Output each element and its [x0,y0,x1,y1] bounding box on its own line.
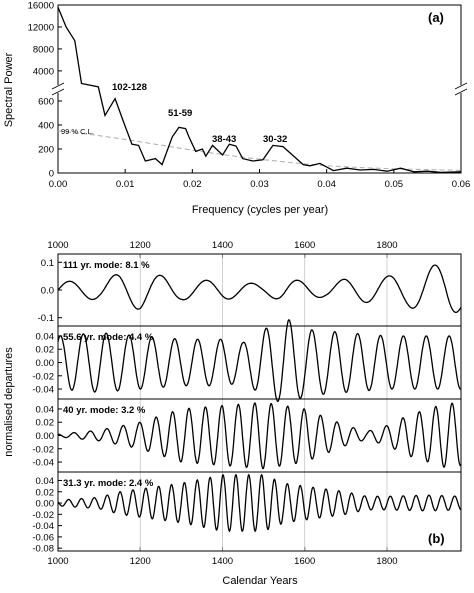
spectral-power-line [57,6,462,174]
mode-111-line [57,264,462,313]
y-tick-label: 0.02 [36,487,55,498]
y-tick-label: -0.02 [32,371,54,382]
x-tick-label: 0.05 [385,179,404,190]
y-tick-label: 4000 [33,66,54,77]
axis-break-left [51,82,65,96]
y-tick-label: 0.04 [36,476,55,487]
y-tick-label: -0.04 [32,458,54,469]
y-tick-label: 0.1 [41,258,54,269]
y-tick-label: -0.06 [32,532,54,543]
axis-break-right [454,82,468,96]
x-tick-label: 1000 [47,240,68,251]
x-tick-label: 1200 [130,556,151,567]
panel-a-lower-y-ticks: 600 400 200 0 [38,97,62,180]
y-tick-label: -0.1 [38,313,54,324]
y-tick-label: 600 [38,97,54,108]
x-tick-label: 0.06 [452,179,471,190]
y-tick-label: -0.04 [32,521,54,532]
y-tick-label: 0.00 [36,431,55,442]
annotation-102-128: 102-128 [112,82,147,93]
x-tick-label: 1800 [376,240,397,251]
panel-a-y-title: Spectral Power [3,52,15,127]
y-tick-label: 200 [38,145,54,156]
y-tick-label: 0.00 [36,358,55,369]
x-tick-label: 0.02 [183,179,202,190]
x-tick-label: 1200 [130,240,151,251]
x-tick-label: 1800 [376,556,397,567]
y-tick-label: 0.02 [36,345,55,356]
y-tick-label: 0.04 [36,331,55,342]
y-tick-label: 0 [49,169,54,180]
mode-31-panel: 0.040.020.00-0.02-0.04-0.06-0.08 31.3 yr… [32,471,462,555]
panel-b-letter: (b) [428,531,445,546]
x-tick-label: 0.04 [317,179,336,190]
x-tick-label: 1000 [47,556,68,567]
y-tick-label: 400 [38,121,54,132]
y-tick-label: 0.00 [36,499,55,510]
y-tick-label: -0.08 [32,544,54,555]
x-tick-label: 1400 [212,240,233,251]
x-tick-label: 0.01 [116,179,135,190]
x-tick-label: 1400 [212,556,233,567]
y-tick-label: 8000 [33,44,54,55]
x-tick-label: 1600 [294,240,315,251]
panel-a-letter: (a) [428,10,444,25]
panel-b-gridlines [139,254,388,551]
x-tick-label: 0.03 [250,179,269,190]
mode-55-y-ticks: 0.04 0.02 0.00 -0.02 -0.04 [32,331,62,396]
y-tick-label: 16000 [28,1,54,12]
mode-40-line [58,402,462,470]
y-tick-label: -0.02 [32,510,54,521]
mode-31-line [57,473,462,533]
mode-55-panel: 0.04 0.02 0.00 -0.02 -0.04 55.6 yr. mode: 4.… [32,319,462,402]
y-tick-label: 0.04 [36,404,55,415]
panel-a-x-title: Frequency (cycles per year) [192,204,328,216]
cl-label: 99 % C.L. [61,127,94,136]
y-tick-label: 0.02 [36,418,55,429]
y-tick-label: 0.0 [41,286,54,297]
y-tick-label: -0.04 [32,385,54,396]
confidence-limit-curve [57,130,462,171]
panel-a-x-ticks: 0.00 0.01 0.02 0.03 0.04 0.05 0.06 [49,169,471,190]
x-tick-label: 1600 [294,556,315,567]
panel-b-y-title: normalised departures [3,347,15,457]
mode-111-label: 111 yr. mode: 8.1 % [63,260,150,271]
annotation-38-43: 38-43 [212,134,236,145]
mode-55-line [57,319,462,402]
y-tick-label: -0.02 [32,444,54,455]
panel-a-upper-y-ticks: 16000 12000 8000 4000 [28,1,62,77]
annotation-51-59: 51-59 [168,108,192,119]
mode-31-frame [57,471,462,552]
mode-111-panel: 0.1 0.0 -0.1 111 yr. mode: 8.1 % [38,253,462,327]
mode-55-label: 55.6 yr. mode: 4.4 % [63,332,154,343]
annotation-30-32: 30-32 [263,134,287,145]
mode-40-panel: 0.04 0.02 0.00 -0.02 -0.04 40 yr. mode: 3.2 … [32,398,462,473]
x-tick-label: 0.00 [49,179,68,190]
mode-40-label: 40 yr. mode: 3.2 % [63,405,146,416]
panel-b: 1000 1200 1400 1600 1800 1000 1200 1400 1600 180… [3,240,462,587]
mode-31-label: 31.3 yr. mode: 2.4 % [63,478,154,489]
y-tick-label: 12000 [28,22,54,33]
panel-b-x-title: Calendar Years [222,575,298,587]
